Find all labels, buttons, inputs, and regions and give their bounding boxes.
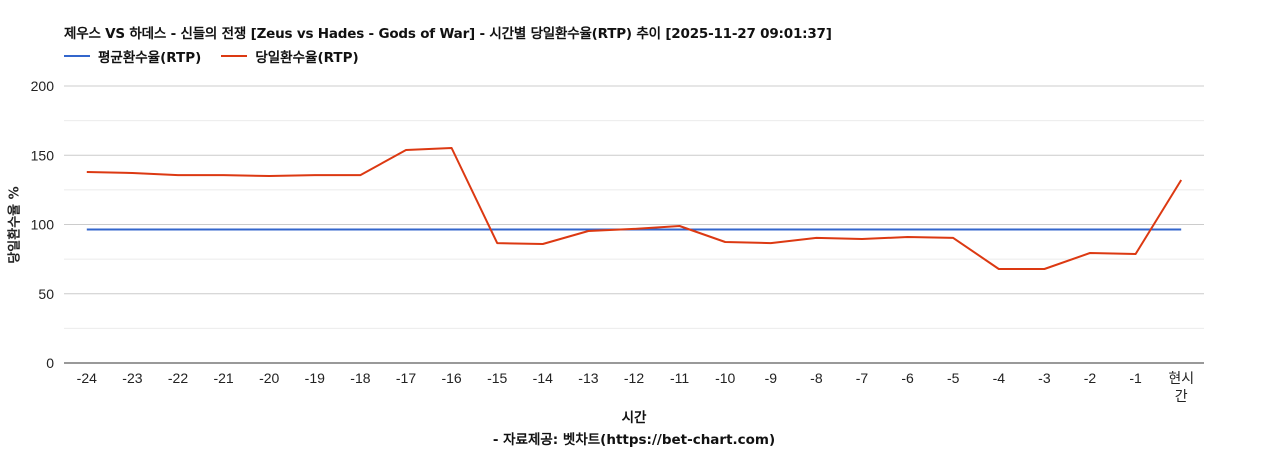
x-axis-title: 시간 <box>621 410 647 426</box>
x-tick-label: -7 <box>856 370 869 386</box>
x-tick-label: -5 <box>947 370 960 386</box>
y-tick-label: 100 <box>31 217 55 233</box>
x-tick-label: -9 <box>765 370 778 386</box>
x-tick-label: -18 <box>350 370 370 386</box>
x-tick-label: -3 <box>1038 370 1051 386</box>
x-tick-label: -12 <box>624 370 644 386</box>
x-tick-label: -24 <box>77 370 97 386</box>
x-tick-label: -1 <box>1129 370 1142 386</box>
x-tick-label: -17 <box>396 370 416 386</box>
x-tick-label: -22 <box>168 370 188 386</box>
x-tick-label: -16 <box>441 370 461 386</box>
x-tick-label: -15 <box>487 370 507 386</box>
y-tick-label: 0 <box>46 355 54 371</box>
x-tick-label: -20 <box>259 370 279 386</box>
x-tick-label: -6 <box>901 370 914 386</box>
y-tick-label: 50 <box>38 286 54 302</box>
x-tick-label: -2 <box>1084 370 1097 386</box>
x-tick-label: 현시 <box>1168 370 1194 386</box>
x-tick-label: -11 <box>670 370 689 386</box>
legend-swatch-blue-icon <box>64 55 90 57</box>
x-tick-label: -8 <box>810 370 823 386</box>
legend-item-average-rtp[interactable]: 평균환수율(RTP) <box>64 46 201 66</box>
x-tick-label: -21 <box>213 370 233 386</box>
x-tick-label: -19 <box>305 370 325 386</box>
x-tick-label: -23 <box>122 370 142 386</box>
daily-rtp-line[interactable] <box>86 147 1183 270</box>
x-tick-label: -14 <box>533 370 553 386</box>
x-tick-label: -13 <box>578 370 598 386</box>
y-tick-label: 150 <box>31 147 55 163</box>
x-tick-label: -10 <box>715 370 735 386</box>
x-tick-label: -4 <box>993 370 1006 386</box>
data-source-credit: - 자료제공: 벳차트(https://bet-chart.com) <box>492 432 776 448</box>
legend-label: 당일환수율(RTP) <box>255 50 359 66</box>
y-tick-label: 200 <box>31 78 55 94</box>
legend-swatch-red-icon <box>221 55 248 57</box>
legend-label: 평균환수율(RTP) <box>98 50 202 66</box>
chart-legend: 평균환수율(RTP) 당일환수율(RTP) <box>64 46 379 66</box>
legend-item-daily-rtp[interactable]: 당일환수율(RTP) <box>221 46 359 66</box>
chart-title: 제우스 VS 하데스 - 신들의 전쟁 [Zeus vs Hades - God… <box>64 26 832 42</box>
x-tick-label-wrap: 간 <box>1175 388 1188 404</box>
